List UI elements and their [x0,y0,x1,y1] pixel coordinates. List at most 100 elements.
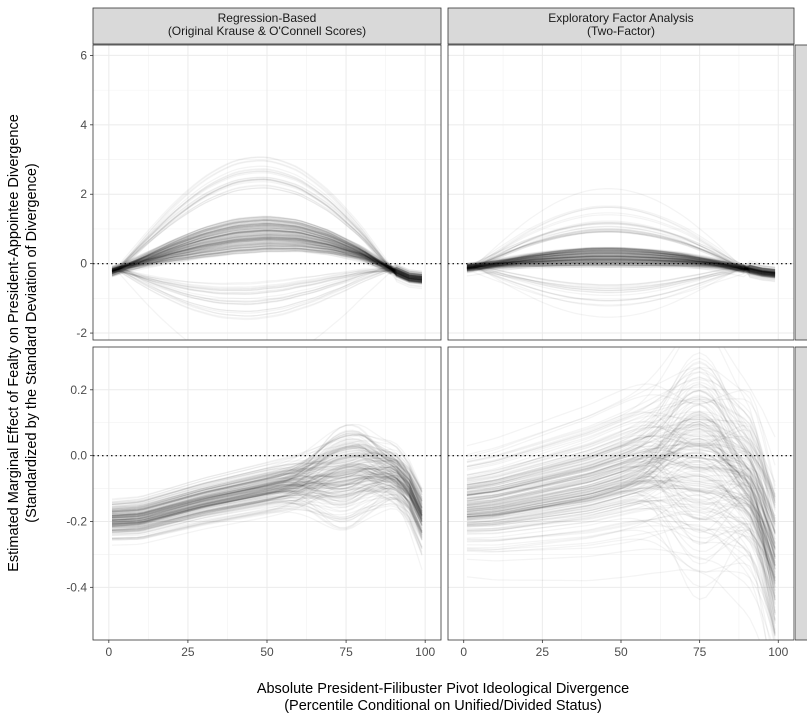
posterior-draw-line [466,479,776,562]
posterior-draw-line [466,452,776,550]
posterior-draw-line [466,463,776,579]
posterior-draw-line [111,229,423,277]
posterior-draw-line [111,250,423,275]
posterior-draw-line [111,247,423,284]
posterior-draw-line [466,254,776,278]
posterior-draw-line [466,399,776,520]
posterior-draw-line [111,480,423,526]
posterior-draw-line [111,477,423,526]
posterior-draw-line [466,251,776,277]
posterior-draw-line [111,424,423,521]
posterior-draw-line [111,236,423,280]
posterior-draw-line [466,426,776,551]
posterior-draw-line [111,184,423,283]
posterior-draw-line [111,478,423,533]
posterior-draw-line [111,468,423,517]
posterior-draw-line [466,246,776,270]
posterior-draw-line [111,226,423,281]
posterior-draw-line [111,242,423,279]
posterior-draw-line [111,238,423,276]
posterior-draw-line [466,255,776,275]
posterior-draw-line [466,400,776,504]
posterior-draw-line [466,247,776,276]
panel-border [92,44,442,341]
posterior-draw-line [466,430,776,556]
posterior-draw-line [111,215,423,277]
posterior-draw-line [466,263,776,272]
posterior-draw-line [466,480,776,569]
x-tick-label: 75 [693,645,707,659]
posterior-draw-line [466,444,776,576]
posterior-draw-line [111,224,423,277]
posterior-draw-line [111,250,423,283]
posterior-draw-line [111,451,423,506]
posterior-draw-line [111,453,423,512]
posterior-draw-line [466,439,776,582]
posterior-draw-line [111,459,423,510]
posterior-draw-line [111,477,423,524]
posterior-draw-line [111,240,423,274]
posterior-draw-line [111,222,423,283]
posterior-draw-line [466,441,776,534]
posterior-draw-line [111,229,423,278]
posterior-draw-line [111,486,423,549]
posterior-draw-line [111,266,423,291]
posterior-draw-line [466,475,776,582]
posterior-draw-line [466,435,776,570]
posterior-draw-line [111,466,423,526]
posterior-draw-line [111,235,423,283]
posterior-draw-line [466,261,776,276]
posterior-draw-line [466,386,776,497]
posterior-draw-line [111,245,423,284]
posterior-draw-line [466,253,776,273]
posterior-draw-line [466,454,776,548]
posterior-draw-line [111,475,423,527]
posterior-draw-line [111,238,423,284]
posterior-draw-line [466,443,776,567]
posterior-draw-line [111,486,423,523]
posterior-draw-line [111,217,423,281]
posterior-draw-line [466,398,776,544]
posterior-draw-line [111,442,423,515]
posterior-draw-line [466,448,776,583]
posterior-draw-line [466,479,776,567]
posterior-draw-line [466,414,776,605]
posterior-draw-line [466,480,776,566]
posterior-draw-line [111,224,423,284]
posterior-draw-line [111,216,423,281]
posterior-draw-line [466,261,776,278]
posterior-draw-line [111,423,423,506]
x-tick-label: 0 [105,645,112,659]
posterior-draw-line [111,444,423,523]
posterior-draw-line [466,255,776,275]
posterior-draw-line [111,477,423,522]
posterior-draw-line [111,463,423,523]
posterior-draw-line [466,494,776,585]
y-tick-label: 4 [80,118,87,132]
posterior-draw-line [466,473,776,566]
posterior-draw-line [466,411,776,503]
posterior-draw-line [111,468,423,524]
posterior-draw-line [111,229,423,284]
posterior-draw-line [111,465,423,516]
posterior-draw-line [111,480,423,527]
posterior-draw-line [111,447,423,515]
posterior-draw-line [111,269,423,320]
posterior-draw-line [466,460,776,556]
posterior-draw-line [466,449,776,517]
posterior-draw-line [111,461,423,518]
posterior-draw-line [111,489,423,536]
posterior-draw-line [466,264,776,288]
posterior-draw-line [466,423,776,566]
posterior-draw-line [111,225,423,284]
posterior-draw-line [111,237,423,285]
posterior-draw-line [111,454,423,517]
posterior-draw-line [466,454,776,526]
posterior-draw-line [466,394,776,466]
posterior-draw-line [466,470,776,582]
posterior-draw-line [111,222,423,282]
posterior-draw-line [466,389,776,558]
posterior-draw-line [466,255,776,273]
posterior-draw-line [466,260,776,278]
posterior-draw-line [466,384,776,546]
